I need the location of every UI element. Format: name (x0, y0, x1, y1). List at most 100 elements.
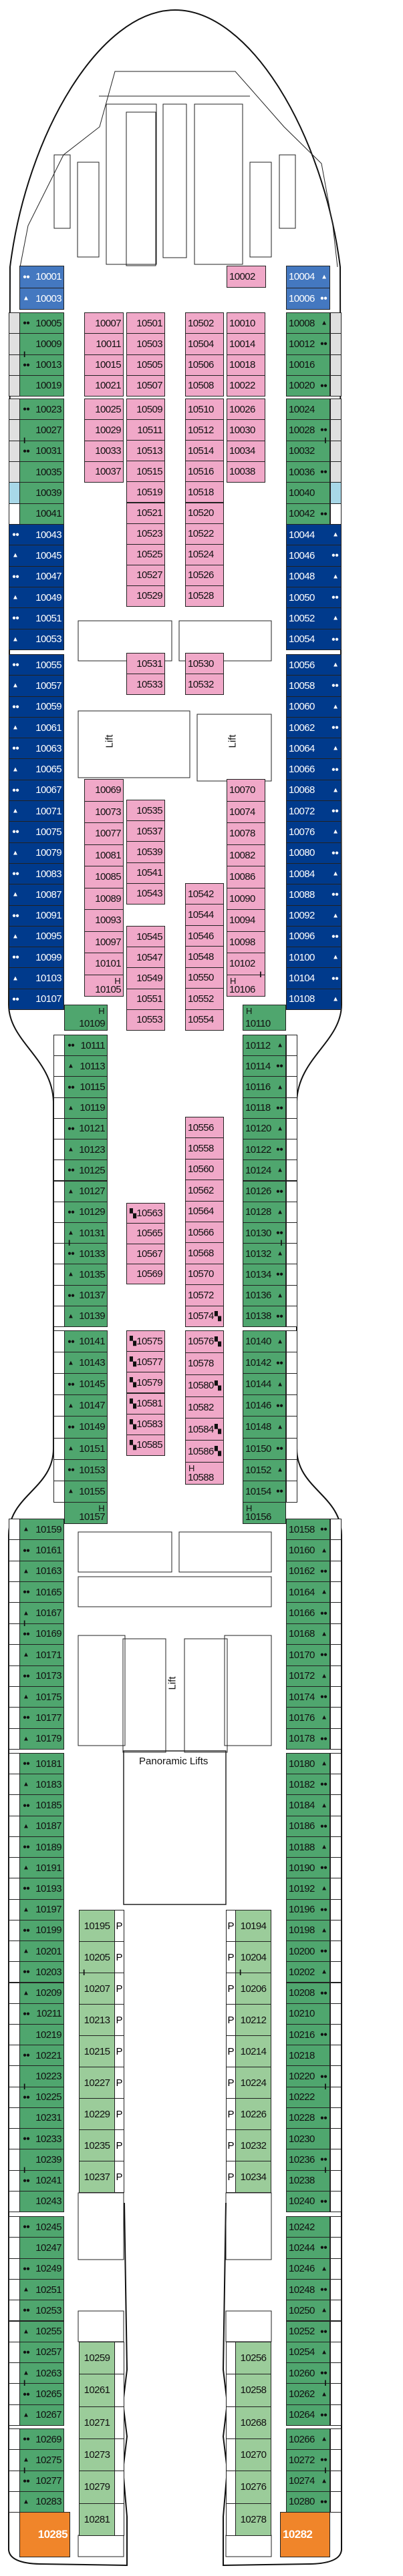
cabin-10153[interactable]: 10153 ●● (64, 1459, 108, 1481)
cabin-10229[interactable]: 10229 (79, 2098, 115, 2130)
cabin-10271[interactable]: 10271 (79, 2406, 115, 2439)
cabin-10061[interactable]: 10061 ▲ (9, 716, 64, 739)
cabin-10570[interactable]: 10570 (185, 1263, 224, 1286)
cabin-10550[interactable]: 10550 (185, 967, 224, 989)
cabin-10062[interactable]: 10062 ●● (286, 716, 342, 739)
cabin-10065[interactable]: 10065 ▲ (9, 758, 64, 780)
cabin-10505[interactable]: 10505 (126, 354, 165, 376)
cabin-10267[interactable]: 10267 ▲ (19, 2404, 64, 2426)
cabin-10254[interactable]: 10254 ▲ (286, 2341, 330, 2364)
cabin-10268[interactable]: 10268 (235, 2406, 271, 2439)
cabin-10025[interactable]: 10025 (84, 399, 124, 421)
cabin-10164[interactable]: 10164 ▲ (286, 1581, 330, 1603)
cabin-10231[interactable]: 10231 (19, 2107, 64, 2129)
cabin-10227[interactable]: 10227 (79, 2067, 115, 2099)
cabin-10023[interactable]: 10023 ●● (19, 399, 64, 421)
cabin-10232[interactable]: 10232 (235, 2129, 271, 2161)
cabin-10074[interactable]: 10074 (227, 800, 265, 823)
cabin-10280[interactable]: 10280 ●● (286, 2491, 330, 2513)
cabin-10035[interactable]: 10035 (19, 461, 64, 483)
cabin-10126[interactable]: 10126 ●● (243, 1180, 286, 1202)
cabin-10113[interactable]: 10113 ▲ (64, 1055, 108, 1077)
cabin-10203[interactable]: 10203 ●● (19, 1961, 64, 1983)
cabin-10567[interactable]: 10567 (126, 1243, 165, 1264)
cabin-10234[interactable]: 10234 (235, 2161, 271, 2193)
cabin-10133[interactable]: 10133 ●● (64, 1243, 108, 1265)
cabin-10163[interactable]: 10163 ▲ (19, 1560, 64, 1583)
cabin-10034[interactable]: 10034 (227, 440, 265, 462)
cabin-10178[interactable]: 10178 ●● (286, 1728, 330, 1750)
cabin-10189[interactable]: 10189 ●● (19, 1836, 64, 1858)
cabin-10022[interactable]: 10022 (227, 374, 265, 397)
cabin-10525[interactable]: 10525 (126, 543, 165, 565)
cabin-10016[interactable]: 10016 (286, 354, 330, 376)
cabin-10090[interactable]: 10090 (227, 887, 265, 910)
cabin-10146[interactable]: 10146 ●● (243, 1394, 286, 1417)
cabin-10030[interactable]: 10030 (227, 419, 265, 441)
cabin-10532[interactable]: 10532 (185, 674, 224, 695)
cabin-10058[interactable]: 10058 ●● (286, 675, 342, 697)
cabin-10524[interactable]: 10524 (185, 543, 224, 565)
cabin-10220[interactable]: 10220 ●● I (286, 2065, 330, 2091)
cabin-10542[interactable]: 10542 (185, 883, 224, 905)
cabin-10565[interactable]: 10565 (126, 1223, 165, 1244)
cabin-10537[interactable]: 10537 (126, 820, 165, 842)
cabin-10207[interactable]: 10207 (79, 1973, 115, 2005)
cabin-10503[interactable]: 10503 (126, 333, 165, 355)
cabin-10179[interactable]: 10179 ▲ (19, 1728, 64, 1750)
cabin-10082[interactable]: 10082 (227, 844, 265, 866)
cabin-10576[interactable]: 10576 ▚ (185, 1330, 224, 1353)
cabin-10156[interactable]: 10156 H (243, 1501, 286, 1524)
cabin-10079[interactable]: 10079 ▲ (9, 842, 64, 864)
cabin-10224[interactable]: 10224 (235, 2067, 271, 2099)
cabin-10134[interactable]: 10134 ●● (243, 1264, 286, 1286)
cabin-10041[interactable]: 10041 (19, 503, 64, 525)
cabin-10036[interactable]: 10036 ●● (286, 461, 330, 483)
cabin-10285[interactable]: 10285 (19, 2512, 70, 2557)
cabin-10129[interactable]: 10129 ●● (64, 1201, 108, 1223)
cabin-10120[interactable]: 10120 ▲ (243, 1117, 286, 1140)
cabin-10281[interactable]: 10281 (79, 2503, 115, 2536)
cabin-10150[interactable]: 10150 ●● (243, 1437, 286, 1460)
cabin-10075[interactable]: 10075 ●● (9, 821, 64, 843)
cabin-10522[interactable]: 10522 (185, 523, 224, 545)
cabin-10121[interactable]: 10121 ●● (64, 1117, 108, 1140)
cabin-10144[interactable]: 10144 ▲ (243, 1373, 286, 1396)
cabin-10515[interactable]: 10515 (126, 461, 165, 483)
cabin-10140[interactable]: 10140 ▲ (243, 1330, 286, 1353)
cabin-10047[interactable]: 10047 ●● (9, 565, 64, 587)
cabin-10057[interactable]: 10057 ▲ (9, 675, 64, 697)
cabin-10081[interactable]: 10081 (84, 844, 124, 866)
cabin-10533[interactable]: 10533 (126, 674, 165, 695)
cabin-10225[interactable]: 10225 ●● (19, 2086, 64, 2108)
cabin-10124[interactable]: 10124 ▲ (243, 1160, 286, 1182)
cabin-10105[interactable]: 10105 H (84, 974, 124, 997)
cabin-10221[interactable]: 10221 ●● (19, 2045, 64, 2067)
cabin-10119[interactable]: 10119 ▲ (64, 1097, 108, 1119)
cabin-10148[interactable]: 10148 ▲ (243, 1416, 286, 1439)
cabin-10193[interactable]: 10193 ●● (19, 1878, 64, 1900)
cabin-10130[interactable]: 10130 ●● I (243, 1222, 286, 1248)
cabin-10209[interactable]: 10209 ▲ (19, 1982, 64, 2004)
cabin-10053[interactable]: 10053 ▲ (9, 628, 64, 650)
cabin-10188[interactable]: 10188 ▲ (286, 1836, 330, 1858)
cabin-10202[interactable]: 10202 ▲ (286, 1961, 330, 1983)
cabin-10145[interactable]: 10145 ●● (64, 1373, 108, 1396)
cabin-10243[interactable]: 10243 (19, 2190, 64, 2212)
cabin-10155[interactable]: 10155 ▲ (64, 1480, 108, 1503)
cabin-10170[interactable]: 10170 ●● (286, 1644, 330, 1666)
cabin-10513[interactable]: 10513 (126, 440, 165, 462)
cabin-10253[interactable]: 10253 ●● (19, 2300, 64, 2322)
cabin-10259[interactable]: 10259 (79, 2342, 115, 2375)
cabin-10574[interactable]: 10574 ▚ (185, 1305, 224, 1327)
cabin-10512[interactable]: 10512 (185, 419, 224, 441)
cabin-10263[interactable]: 10263 ▲ I (19, 2362, 64, 2388)
cabin-10283[interactable]: 10283 ▲ (19, 2491, 64, 2513)
cabin-10027[interactable]: 10027 I (19, 419, 64, 445)
cabin-10004[interactable]: 10004 ▲ (286, 266, 330, 288)
cabin-10043[interactable]: 10043 ●● (9, 524, 64, 546)
cabin-10112[interactable]: 10112 ▲ (243, 1035, 286, 1057)
cabin-10002[interactable]: 10002 (227, 266, 266, 288)
cabin-10560[interactable]: 10560 (185, 1158, 224, 1181)
cabin-10509[interactable]: 10509 (126, 399, 165, 421)
